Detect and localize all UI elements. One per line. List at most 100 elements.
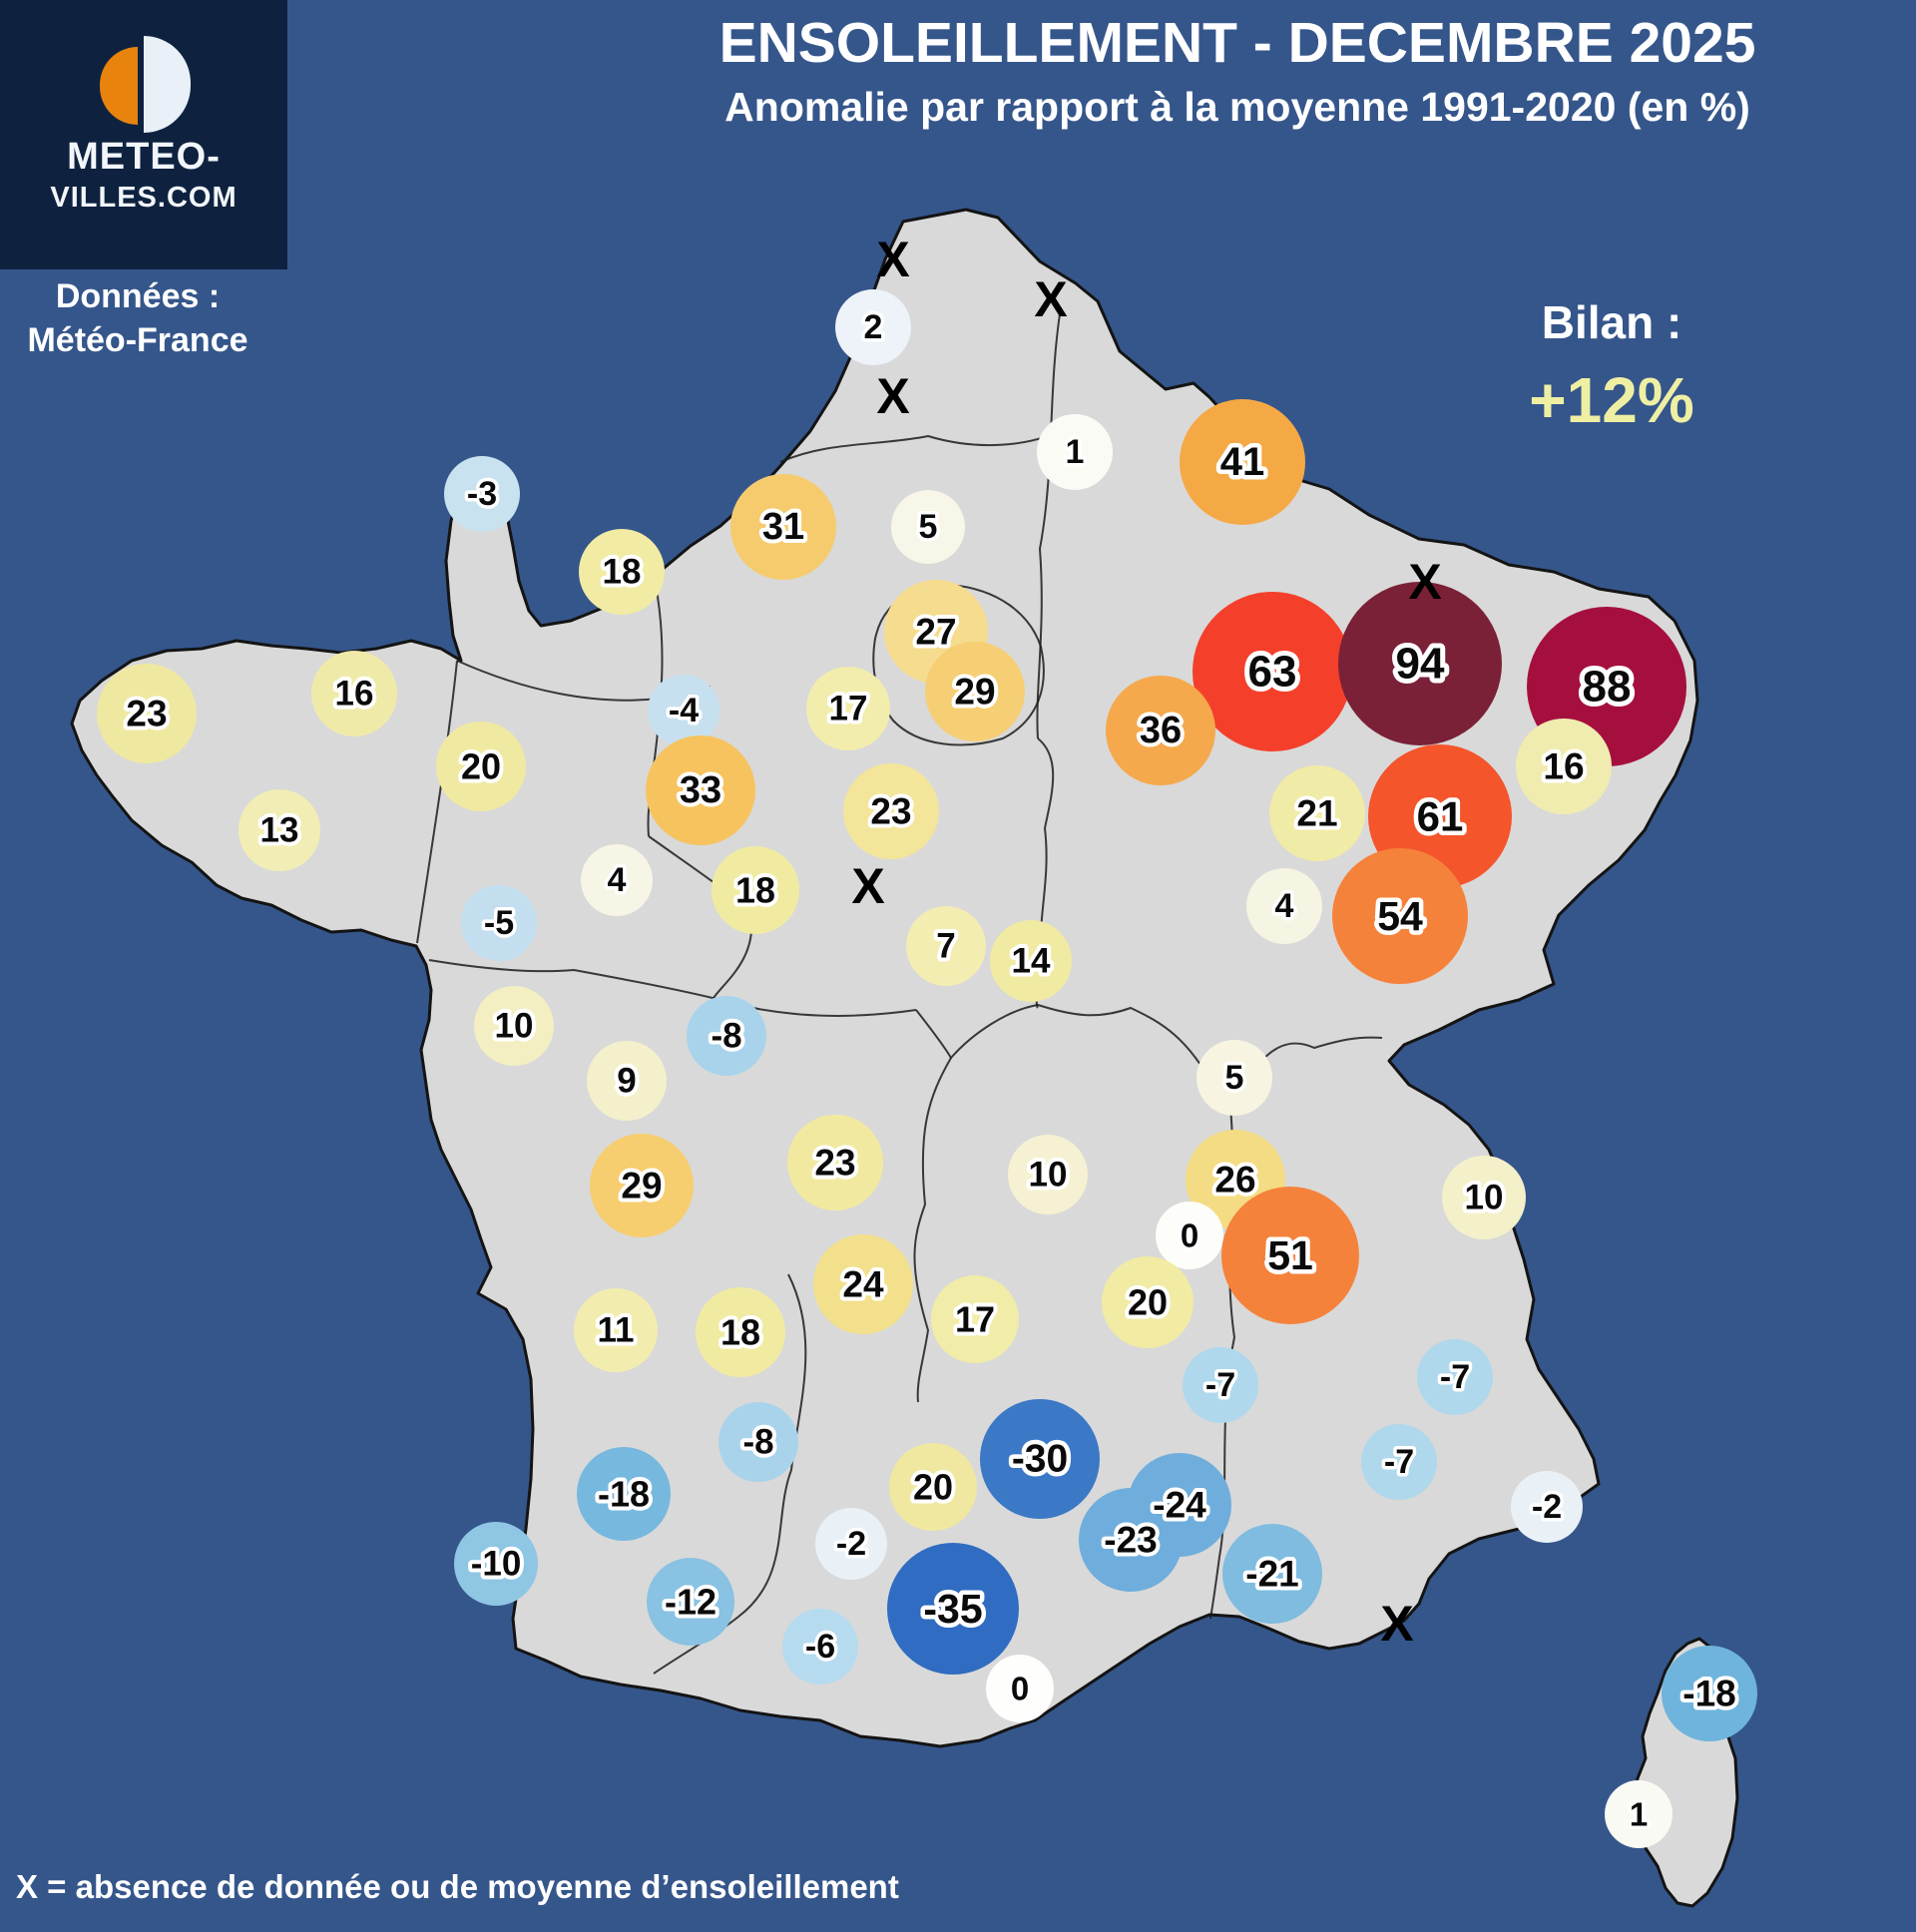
data-bubble bbox=[1180, 399, 1305, 525]
bubble-value: 20 bbox=[461, 746, 501, 787]
bubble-value: 10 bbox=[1029, 1156, 1068, 1195]
bubble-value: -3 bbox=[467, 475, 497, 513]
data-bubble bbox=[980, 1399, 1100, 1519]
bubble-value: 20 bbox=[913, 1467, 953, 1508]
data-bubble bbox=[579, 529, 665, 615]
data-bubble bbox=[835, 289, 911, 365]
bubble-value: 17 bbox=[955, 1299, 995, 1340]
page-title: ENSOLEILLEMENT - DECEMBRE 2025 bbox=[718, 11, 1756, 75]
bubble-value: 21 bbox=[1296, 793, 1337, 834]
bubble-value: -8 bbox=[742, 1423, 773, 1462]
data-bubble bbox=[1662, 1646, 1757, 1741]
data-bubble bbox=[97, 664, 197, 763]
bubble-value: 5 bbox=[1225, 1059, 1244, 1097]
data-bubble bbox=[815, 1508, 887, 1580]
bubble-value: 7 bbox=[936, 927, 955, 966]
bubble-value: 16 bbox=[1543, 746, 1584, 787]
no-data-mark: X bbox=[1408, 554, 1441, 610]
data-bubble bbox=[1037, 414, 1113, 490]
bubble-value: 88 bbox=[1583, 663, 1632, 712]
header: ENSOLEILLEMENT - DECEMBRE 2025 Anomalie … bbox=[559, 10, 1916, 131]
bubble-value: -21 bbox=[1245, 1554, 1298, 1595]
bubble-value: 16 bbox=[335, 675, 374, 714]
bubble-value: 33 bbox=[680, 769, 721, 811]
bubble-value: -12 bbox=[665, 1582, 717, 1623]
bubble-value: 24 bbox=[842, 1264, 884, 1305]
bubble-value: -4 bbox=[669, 692, 699, 729]
bubble-value: 9 bbox=[617, 1062, 636, 1101]
data-bubble bbox=[990, 920, 1072, 1002]
data-bubble bbox=[1332, 848, 1468, 984]
data-bubble bbox=[444, 456, 520, 532]
bubble-value: 1 bbox=[1066, 433, 1085, 471]
data-bubble bbox=[587, 1041, 667, 1121]
data-source: Données : Météo-France bbox=[0, 275, 275, 362]
data-bubble bbox=[718, 1402, 798, 1482]
data-bubble bbox=[646, 735, 755, 845]
bilan-summary: Bilan : +12% bbox=[1477, 295, 1746, 437]
no-data-legend: X = absence de donnée ou de moyenne d’en… bbox=[16, 1868, 899, 1905]
no-data-mark: X bbox=[876, 368, 909, 424]
logo-text-line2: VILLES.COM bbox=[50, 182, 238, 214]
data-bubble bbox=[1156, 1202, 1223, 1269]
data-bubble bbox=[1511, 1471, 1583, 1543]
data-bubble bbox=[574, 1288, 658, 1372]
bubble-value: 29 bbox=[621, 1166, 662, 1207]
bubble-value: 61 bbox=[1417, 793, 1464, 840]
data-bubble bbox=[436, 722, 526, 811]
data-bubbles bbox=[97, 289, 1757, 1848]
data-bubble bbox=[782, 1609, 858, 1685]
data-bubble bbox=[1338, 582, 1502, 745]
data-bubble bbox=[1197, 1040, 1272, 1116]
bubble-value: 51 bbox=[1267, 1232, 1313, 1278]
data-bubble bbox=[712, 846, 799, 934]
data-bubble bbox=[454, 1522, 538, 1606]
bubble-value: 1 bbox=[1630, 1796, 1648, 1833]
bubble-value: 26 bbox=[1214, 1160, 1255, 1201]
data-bubble bbox=[1417, 1339, 1493, 1415]
bubble-value: 29 bbox=[954, 672, 995, 713]
meteo-villes-logo: METEO- VILLES.COM bbox=[0, 0, 287, 269]
data-source-name: Météo-France bbox=[27, 320, 248, 359]
bubble-value: 23 bbox=[126, 694, 167, 734]
data-bubble bbox=[787, 1115, 883, 1210]
bubble-value: 10 bbox=[1465, 1179, 1504, 1217]
bubble-value: -7 bbox=[1384, 1443, 1414, 1481]
bubble-value: -7 bbox=[1205, 1366, 1235, 1404]
bubble-value: -8 bbox=[711, 1017, 741, 1056]
data-bubble bbox=[1222, 1524, 1322, 1624]
bubble-value: -10 bbox=[471, 1545, 522, 1584]
data-bubble bbox=[1605, 1780, 1673, 1848]
data-bubble bbox=[730, 474, 836, 580]
bubble-value: -2 bbox=[1532, 1488, 1562, 1526]
bubble-value: 20 bbox=[1128, 1282, 1168, 1323]
data-bubble bbox=[887, 1543, 1019, 1675]
data-bubble bbox=[1516, 719, 1612, 814]
bubble-value: 18 bbox=[603, 553, 642, 592]
data-source-label: Données : bbox=[55, 277, 221, 315]
bubble-value: -2 bbox=[836, 1525, 866, 1563]
bubble-value: 41 bbox=[1220, 440, 1265, 484]
data-bubble bbox=[986, 1655, 1054, 1722]
data-bubble bbox=[581, 844, 653, 916]
data-bubble bbox=[1193, 592, 1352, 751]
bubble-value: 54 bbox=[1377, 893, 1423, 939]
bubble-value: 27 bbox=[915, 612, 956, 653]
data-bubble bbox=[1269, 765, 1365, 861]
data-bubble bbox=[647, 1558, 734, 1646]
france-outline bbox=[70, 208, 1699, 1748]
no-data-mark: X bbox=[1380, 1596, 1413, 1652]
data-bubble bbox=[1221, 1187, 1359, 1324]
data-bubble bbox=[648, 675, 719, 746]
data-bubble bbox=[906, 906, 986, 986]
bubble-value: 18 bbox=[735, 870, 775, 911]
data-bubble bbox=[1079, 1488, 1183, 1592]
bubble-value: -23 bbox=[1104, 1520, 1157, 1561]
bubble-value: -7 bbox=[1440, 1358, 1470, 1396]
data-bubble bbox=[891, 490, 965, 564]
bilan-label: Bilan : bbox=[1541, 296, 1682, 348]
bubble-value: 2 bbox=[864, 308, 883, 346]
bubble-value: 13 bbox=[260, 811, 299, 850]
